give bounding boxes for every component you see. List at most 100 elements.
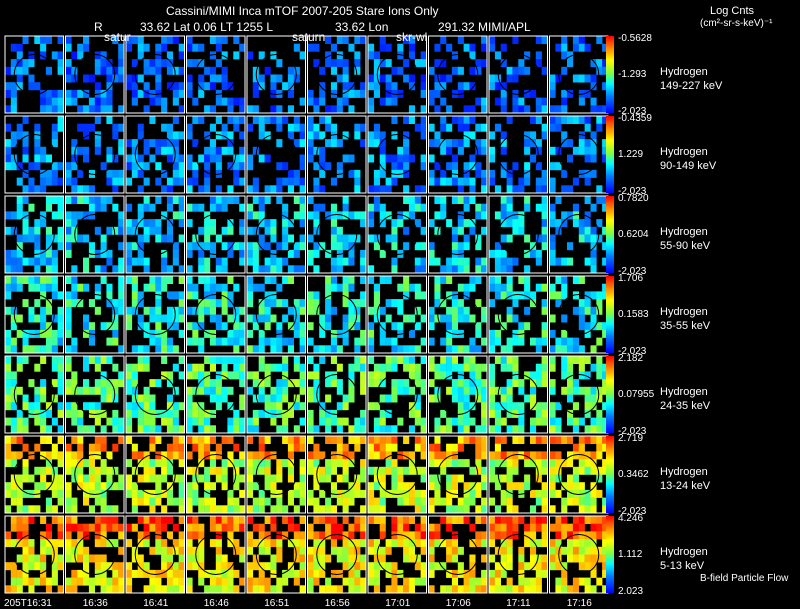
- heatmap-cell: [446, 74, 453, 83]
- heatmap-cell: [549, 451, 556, 460]
- heatmap-cell: [28, 226, 35, 235]
- heatmap-cell: [457, 345, 464, 354]
- heatmap-cell: [161, 546, 168, 555]
- heatmap-cell: [118, 242, 125, 251]
- heatmap-cell: [258, 497, 265, 506]
- heatmap-cell: [530, 386, 537, 395]
- heatmap-cell: [65, 356, 72, 364]
- heatmap-cell: [57, 177, 64, 186]
- header-lon-label: 33.62 Lon: [335, 20, 389, 34]
- heatmap-cell: [440, 97, 447, 106]
- heatmap-cell: [342, 546, 349, 555]
- heatmap-cell: [457, 226, 464, 235]
- heatmap-cell: [319, 89, 326, 98]
- heatmap-cell: [83, 36, 90, 44]
- heatmap-cell: [40, 105, 47, 114]
- heatmap-cell: [227, 356, 234, 364]
- heatmap-cell: [373, 234, 380, 243]
- heatmap-cell: [428, 97, 435, 106]
- heatmap-cell: [541, 226, 548, 235]
- heatmap-cell: [512, 466, 519, 475]
- heatmap-cell: [518, 436, 525, 444]
- heatmap-cell: [239, 97, 246, 106]
- heatmap-cell: [524, 169, 531, 178]
- heatmap-cell: [282, 314, 289, 323]
- heatmap-cell: [403, 436, 410, 444]
- heatmap-cell: [137, 497, 144, 506]
- heatmap-cell: [403, 196, 410, 204]
- heatmap-cell: [227, 139, 234, 148]
- heatmap-cell: [287, 569, 294, 578]
- heatmap-cell: [161, 523, 168, 532]
- colorbar: [606, 36, 614, 113]
- heatmap-cell: [192, 116, 199, 124]
- heatmap-cell: [186, 505, 193, 514]
- heatmap-cell: [282, 425, 289, 434]
- heatmap-cell: [143, 523, 150, 532]
- heatmap-cell: [45, 265, 52, 274]
- heatmap-cell: [373, 585, 380, 594]
- heatmap-cell: [451, 474, 458, 483]
- heatmap-cell: [336, 554, 343, 563]
- heatmap-cell: [518, 322, 525, 331]
- heatmap-cell: [307, 131, 314, 140]
- heatmap-cell: [379, 276, 386, 284]
- heatmap-cell: [276, 497, 283, 506]
- heatmap-cell: [602, 291, 609, 300]
- heatmap-cell: [541, 211, 548, 220]
- heatmap-cell: [198, 554, 205, 563]
- heatmap-cell: [307, 322, 314, 331]
- heatmap-cell: [34, 386, 41, 395]
- heatmap-cell: [457, 417, 464, 426]
- heatmap-cell: [373, 139, 380, 148]
- heatmap-cell: [239, 322, 246, 331]
- heatmap-cell: [530, 394, 537, 403]
- heatmap-cell: [524, 51, 531, 60]
- heatmap-cell: [83, 123, 90, 132]
- heatmap-cell: [391, 131, 398, 140]
- heatmap-cell: [489, 402, 496, 411]
- heatmap-cell: [336, 265, 343, 274]
- heatmap-cell: [51, 291, 58, 300]
- heatmap-cell: [420, 59, 427, 68]
- heatmap-cell: [319, 345, 326, 354]
- heatmap-cell: [541, 466, 548, 475]
- heatmap-cell: [118, 379, 125, 388]
- heatmap-cell: [325, 497, 332, 506]
- heatmap-cell: [578, 371, 585, 380]
- heatmap-cell: [319, 242, 326, 251]
- heatmap-cell: [186, 436, 193, 444]
- heatmap-panel-border: [125, 355, 185, 434]
- heatmap-cell: [360, 425, 367, 434]
- heatmap-cell: [16, 276, 23, 284]
- column-label-saturn: saturn: [292, 30, 326, 44]
- heatmap-cell: [446, 451, 453, 460]
- heatmap-cell: [239, 489, 246, 498]
- heatmap-cell: [83, 497, 90, 506]
- heatmap-cell: [10, 569, 17, 578]
- heatmap-cell: [161, 474, 168, 483]
- heatmap-cell: [434, 523, 441, 532]
- heatmap-cell: [143, 257, 150, 266]
- heatmap-cell: [469, 345, 476, 354]
- heatmap-cell: [500, 523, 507, 532]
- heatmap-cell: [65, 489, 72, 498]
- heatmap-cell: [112, 425, 119, 434]
- heatmap-cell: [126, 154, 133, 163]
- heatmap-cell: [83, 131, 90, 140]
- heatmap-cell: [535, 402, 542, 411]
- heatmap-cell: [420, 505, 427, 514]
- heatmap-cell: [368, 516, 375, 524]
- heatmap-cell: [368, 82, 375, 91]
- heatmap-cell: [348, 306, 355, 315]
- heatmap-cell: [178, 371, 185, 380]
- heatmap-cell: [590, 554, 597, 563]
- heatmap-cell: [512, 36, 519, 44]
- heatmap-cell: [567, 116, 574, 124]
- heatmap-cell: [596, 386, 603, 395]
- heatmap-cell: [307, 425, 314, 434]
- heatmap-cell: [287, 74, 294, 83]
- heatmap-cell: [57, 539, 64, 548]
- heatmap-cell: [65, 409, 72, 418]
- heatmap-cell: [71, 154, 78, 163]
